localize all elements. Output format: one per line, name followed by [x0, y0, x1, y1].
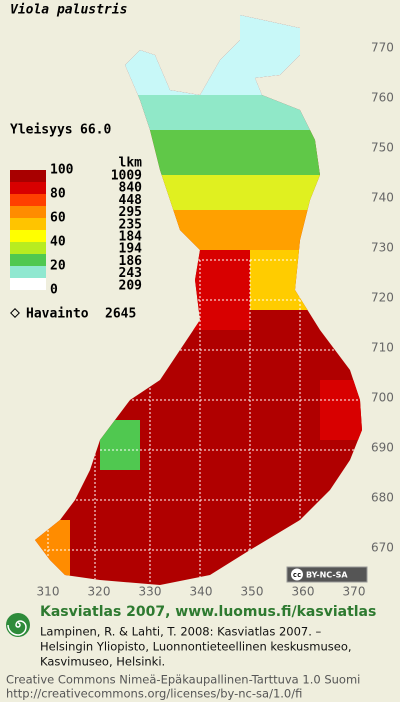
citation-line: Kasvimuseo, Helsinki. — [40, 655, 165, 669]
east-label: 360 — [292, 585, 315, 599]
legend-count: 209 — [119, 278, 142, 293]
legend-count: 184 — [119, 230, 143, 245]
north-label: 710 — [371, 341, 394, 355]
legend-swatch — [10, 218, 46, 230]
east-label: 370 — [343, 585, 366, 599]
north-label: 720 — [371, 291, 394, 305]
legend-count: 448 — [119, 193, 143, 208]
legend-scale-label: 40 — [50, 235, 66, 250]
legend-swatch — [10, 230, 46, 242]
legend-count: 1009 — [111, 169, 142, 184]
badge-icon-bg — [291, 568, 303, 581]
legend-scale-label: 0 — [50, 283, 58, 298]
legend-scale-label: 80 — [50, 187, 66, 202]
north-label: 670 — [371, 541, 394, 555]
logo — [6, 613, 30, 637]
legend-count: 243 — [119, 266, 142, 281]
east-label: 310 — [37, 585, 60, 599]
east-label: 330 — [139, 585, 162, 599]
citation-line: Helsingin Yliopisto, Luonnontieteellinen… — [40, 640, 352, 654]
north-label: 760 — [371, 91, 394, 105]
legend-swatch — [10, 254, 46, 266]
legend-swatch — [10, 242, 46, 254]
north-label: 770 — [371, 41, 394, 55]
badge-icon: cc — [293, 571, 301, 579]
legend-count: 186 — [119, 254, 143, 269]
east-label: 320 — [88, 585, 111, 599]
east-label: 340 — [190, 585, 213, 599]
legend-scale-label: 20 — [50, 259, 66, 274]
count-header: lkm — [119, 156, 143, 171]
legend-count: 295 — [119, 205, 142, 220]
observation-label: Havainto — [26, 307, 89, 322]
north-label: 690 — [371, 441, 394, 455]
legend-swatch — [10, 206, 46, 218]
legend-swatch — [10, 170, 46, 182]
legend-swatch — [10, 182, 46, 194]
license-badge — [286, 566, 368, 583]
east-label: 350 — [241, 585, 264, 599]
license-line: Creative Commons Nimeä-Epäkaupallinen-Ta… — [6, 673, 360, 687]
north-label: 750 — [371, 141, 394, 155]
observation-value: 2645 — [105, 307, 136, 322]
citation-line: Lampinen, R. & Lahti, T. 2008: Kasviatla… — [40, 625, 322, 639]
legend-count: 194 — [119, 242, 143, 257]
legend-count: 840 — [119, 181, 143, 196]
license-line: http://creativecommons.org/licenses/by-n… — [6, 687, 302, 701]
legend-count: 235 — [119, 217, 142, 232]
north-label: 680 — [371, 491, 394, 505]
badge-text: BY-NC-SA — [306, 571, 348, 580]
species-title: Viola palustris — [10, 3, 127, 18]
legend-swatch — [10, 266, 46, 278]
observation-symbol — [10, 308, 20, 318]
legend-swatch — [10, 278, 46, 290]
legend-swatch — [10, 194, 46, 206]
footer-heading: Kasviatlas 2007, www.luomus.fi/kasviatla… — [40, 604, 376, 620]
frequency-label: Yleisyys — [10, 123, 73, 138]
north-label: 700 — [371, 391, 394, 405]
legend-scale-label: 60 — [50, 211, 66, 226]
distribution-map — [35, 15, 362, 585]
north-label: 740 — [371, 191, 394, 205]
north-label: 730 — [371, 241, 394, 255]
frequency-value: 66.0 — [80, 123, 111, 138]
legend-scale-label: 100 — [50, 163, 74, 178]
